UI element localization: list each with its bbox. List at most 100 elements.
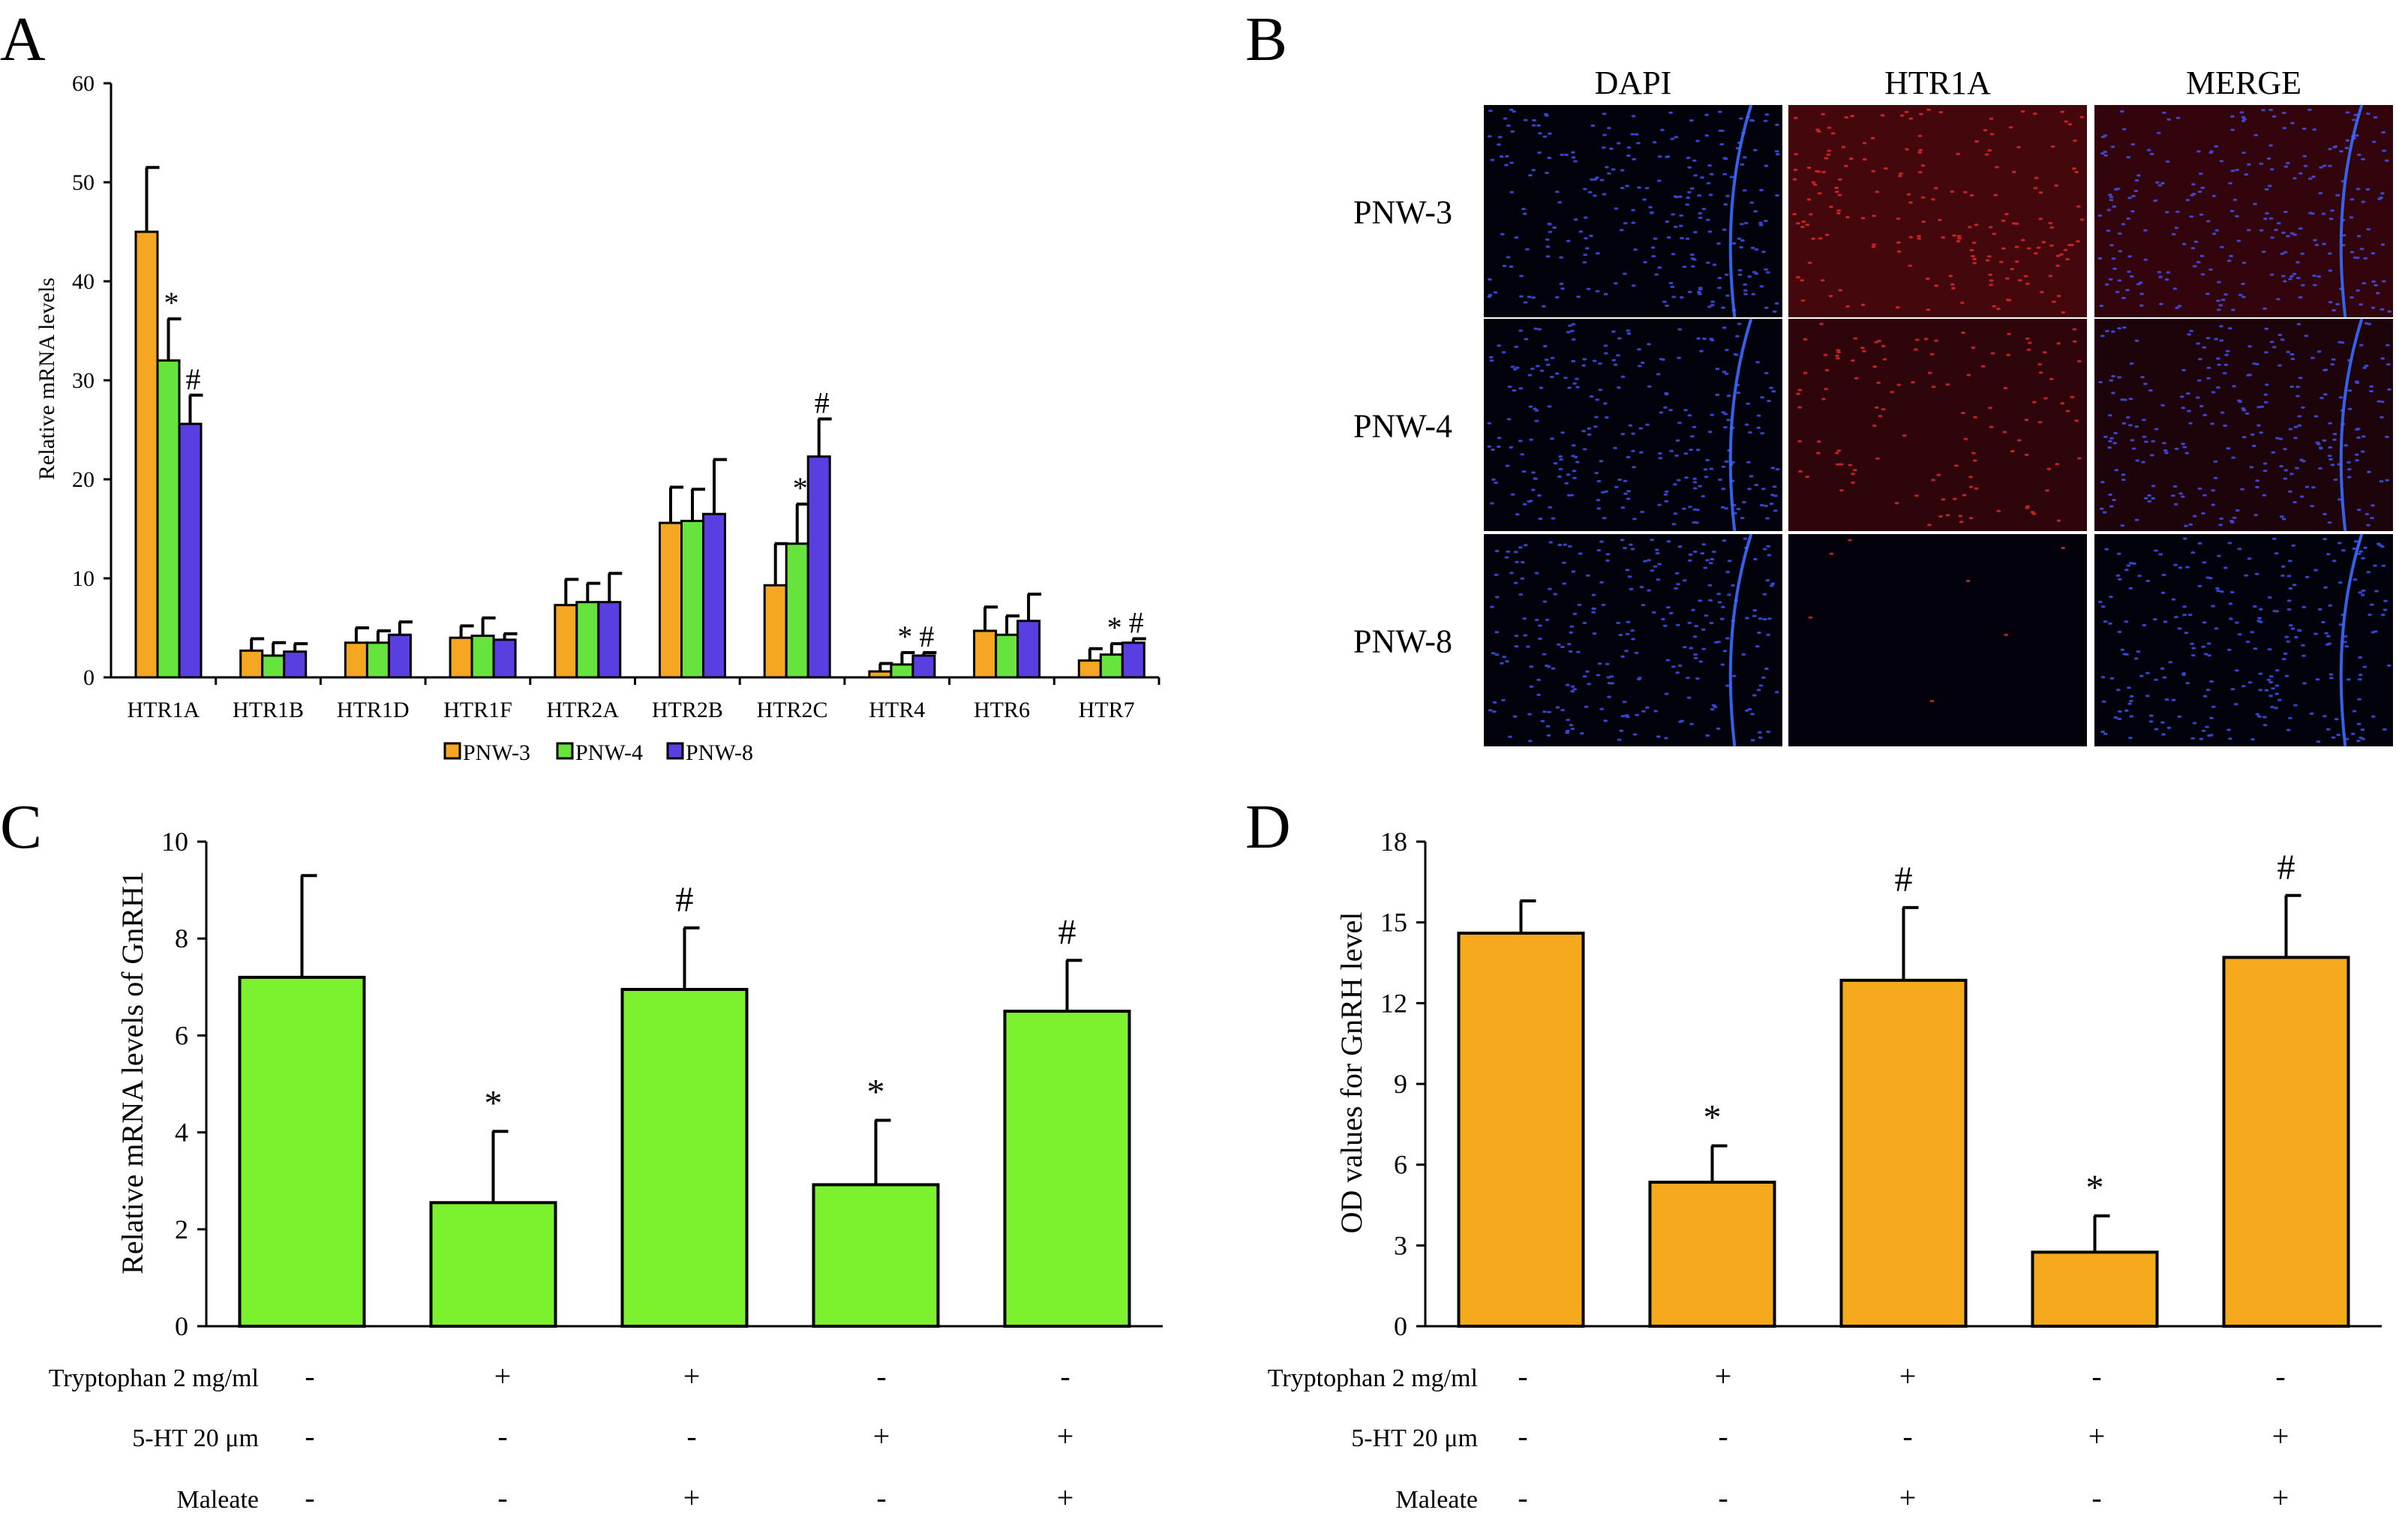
panel-a-bar — [365, 641, 390, 679]
panel-d-ytick-label: 6 — [1394, 1150, 1407, 1180]
panel-c-condition-sign: + — [873, 1419, 890, 1453]
micrograph-edge — [1728, 104, 1753, 318]
panel-a-bar — [890, 663, 914, 679]
panel-a-significance-mark: # — [186, 362, 201, 396]
panel-d-significance-mark: * — [2086, 1168, 2104, 1208]
panel-d-ytick-label: 18 — [1380, 827, 1407, 857]
panel-a-category-label: HTR2C — [757, 698, 828, 722]
panel-d-significance-mark: # — [2277, 848, 2295, 887]
panel-a-category-label: HTR6 — [974, 698, 1030, 722]
panel-d-ytick-label: 15 — [1380, 908, 1407, 938]
panel-a-significance-mark: # — [815, 386, 830, 419]
micrograph-image — [2094, 534, 2393, 746]
panel-a-category-label: HTR2A — [546, 698, 619, 722]
micrograph-column-label: MERGE — [2186, 65, 2301, 101]
panel-a-significance-mark: * — [1107, 611, 1122, 644]
panel-c-condition-sign: - — [305, 1419, 314, 1453]
panel-a-bar — [239, 649, 264, 679]
panel-a-significance-mark: * — [793, 471, 808, 505]
panel-a-bar — [261, 654, 286, 679]
panel-a-bar — [449, 636, 473, 679]
panel-a-bar — [806, 455, 831, 679]
panel-d-condition-sign: + — [2088, 1419, 2106, 1453]
panel-d-condition-sign: + — [2272, 1481, 2289, 1514]
panel-a-ytick-label: 50 — [72, 170, 95, 195]
panel-c-bar — [620, 988, 749, 1328]
panel-a-bar — [597, 601, 622, 679]
panel-label-a: A — [0, 5, 46, 74]
micrograph-image — [1788, 534, 2087, 746]
micrograph-red-cells — [1792, 108, 2085, 314]
panel-c-ytick-label: 10 — [161, 827, 188, 857]
panel-a-legend-label: PNW-3 — [463, 740, 530, 765]
panel-d-condition-sign: - — [1518, 1481, 1527, 1514]
panel-a-bar — [156, 359, 181, 679]
panel-d-condition-sign: + — [1899, 1359, 1917, 1393]
panel-d-bar — [1457, 932, 1585, 1328]
panel-a-ylabel: Relative mRNA levels — [35, 278, 59, 480]
panel-a-bar — [702, 512, 726, 679]
panel-d-condition-sign: + — [2272, 1419, 2289, 1453]
panel-a-bar — [1077, 659, 1102, 679]
panel-a-legend-swatch — [443, 742, 461, 760]
panel-c-significance-mark: * — [867, 1072, 885, 1112]
panel-c-significance-mark: # — [676, 880, 694, 920]
panel-a-category-label: HTR2B — [652, 698, 723, 722]
panel-d-ytick-label: 3 — [1394, 1230, 1407, 1260]
micrograph-edge — [2339, 318, 2364, 532]
panel-a-bar — [868, 670, 893, 679]
panel-d-condition-sign: - — [1718, 1419, 1728, 1453]
panel-d-condition-label: Maleate — [1396, 1486, 1479, 1514]
panel-a-chart: Relative mRNA levels 0 10 20 30 40 50 60 HTR1A H… — [35, 71, 1160, 765]
micrograph-row-label: PNW-3 — [1353, 194, 1452, 231]
panel-a-ytick-label: 10 — [72, 566, 95, 591]
panel-a-ytick-label: 20 — [72, 467, 95, 492]
panel-c-significance-mark: * — [485, 1083, 503, 1123]
micrograph-edge — [2339, 104, 2364, 318]
panel-c-condition-sign: - — [305, 1359, 314, 1393]
panel-c-condition-sign: + — [1057, 1481, 1074, 1514]
micrograph-column-label: DAPI — [1595, 65, 1672, 101]
panel-a-bar — [470, 635, 495, 679]
panel-c-ytick-label: 6 — [175, 1020, 188, 1050]
panel-a-category-label: HTR1B — [233, 698, 304, 722]
panel-a-bar — [785, 542, 809, 679]
panel-a-bar — [1016, 620, 1041, 679]
panel-a-ytick-label: 30 — [72, 368, 95, 393]
panel-a-bar — [973, 629, 998, 679]
panel-c-condition-sign: + — [683, 1481, 701, 1514]
panel-c-ytick-label: 4 — [175, 1118, 188, 1148]
panel-a-bar — [659, 521, 683, 679]
panel-d-condition-label: Tryptophan 2 mg/ml — [1268, 1364, 1478, 1392]
panel-c-ytick-label: 2 — [175, 1214, 188, 1244]
panel-a-bar — [995, 633, 1019, 679]
panel-a-ytick-label: 0 — [83, 665, 95, 690]
panel-a-category-label: HTR1A — [128, 698, 200, 722]
panel-a-category-label: HTR4 — [869, 698, 925, 722]
panel-label-c: C — [0, 792, 42, 862]
micrograph-red-cells — [1808, 539, 2065, 703]
panel-a-bar — [911, 654, 936, 679]
micrograph-image — [1788, 319, 2087, 531]
micrograph-nuclei — [2098, 537, 2391, 743]
panel-a-bar — [344, 641, 368, 679]
panel-a-bar — [178, 422, 203, 679]
panel-d-condition-sign: + — [1899, 1481, 1917, 1514]
panel-a-category-label: HTR7 — [1079, 698, 1135, 722]
panel-c-condition-sign: + — [683, 1359, 701, 1393]
panel-d-condition-sign: - — [1902, 1419, 1912, 1453]
panel-d-condition-sign: - — [2091, 1359, 2101, 1393]
panel-a-bar — [134, 230, 159, 679]
panel-a-legend-label: PNW-8 — [686, 740, 753, 765]
panel-c-ylabel: Relative mRNA levels of GnRH1 — [116, 871, 149, 1274]
panel-d-chart: OD values for GnRH level 0 3 6 9 12 15 18 * # * # T… — [1268, 827, 2382, 1514]
micrograph-edge — [1728, 533, 1753, 747]
panel-d-condition-sign: + — [1715, 1359, 1732, 1393]
micrograph-red-signal — [1788, 534, 2087, 746]
panel-d-condition-sign: - — [2091, 1481, 2101, 1514]
micrograph-red-signal — [2094, 105, 2393, 317]
panel-c-condition-sign: - — [497, 1481, 507, 1514]
panel-d-ytick-label: 0 — [1394, 1311, 1407, 1341]
panel-a-bar — [763, 584, 788, 679]
